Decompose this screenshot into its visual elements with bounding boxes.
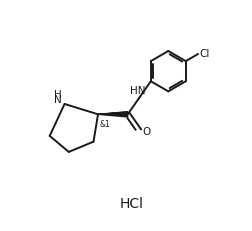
Text: HCl: HCl bbox=[119, 198, 143, 212]
Polygon shape bbox=[98, 112, 127, 117]
Text: N: N bbox=[54, 95, 61, 105]
Text: O: O bbox=[142, 127, 150, 137]
Text: H: H bbox=[54, 90, 61, 100]
Text: &1: &1 bbox=[100, 119, 110, 128]
Text: Cl: Cl bbox=[199, 49, 209, 59]
Text: HN: HN bbox=[130, 86, 145, 96]
